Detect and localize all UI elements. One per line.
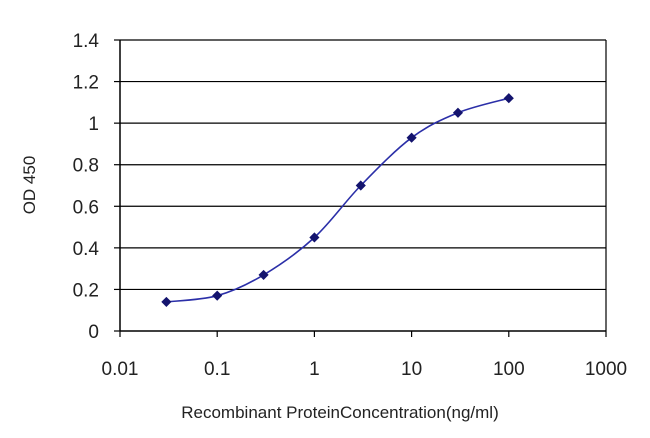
grid [120, 39, 606, 291]
data-point [161, 296, 172, 307]
tick-labels: 0 0.2 0.4 0.6 0.8 1 1.2 1.4 0.01 0.1 1 10 100 1000 [73, 31, 628, 380]
y-tick-label: 0.6 [73, 197, 99, 218]
x-tick-label: 10 [401, 359, 422, 380]
y-tick-label: 1.4 [73, 31, 100, 52]
x-tick-label: 1000 [585, 359, 627, 380]
y-tick-label: 1.2 [73, 73, 99, 94]
y-tick-label: 0 [88, 322, 99, 343]
data-point [258, 269, 269, 280]
y-tick-label: 0.4 [73, 239, 100, 260]
x-axis-title: Recombinant ProteinConcentration(ng/ml) [181, 403, 499, 422]
data-point [503, 93, 514, 104]
y-axis-title: OD 450 [20, 156, 39, 215]
y-tick-label: 1 [88, 114, 99, 135]
data-point [309, 232, 320, 243]
x-tick-label: 1 [309, 359, 320, 380]
series [161, 93, 514, 307]
x-tick-label: 0.1 [204, 359, 230, 380]
y-tick-label: 0.8 [73, 156, 99, 177]
data-point [406, 132, 417, 143]
x-tick-label: 100 [493, 359, 525, 380]
x-tick-label: 0.01 [102, 359, 139, 380]
data-point [212, 290, 223, 301]
y-tick-label: 0.2 [73, 280, 99, 301]
axes [114, 39, 607, 337]
data-point [355, 180, 366, 191]
series-line [166, 97, 510, 303]
data-point [452, 107, 464, 118]
